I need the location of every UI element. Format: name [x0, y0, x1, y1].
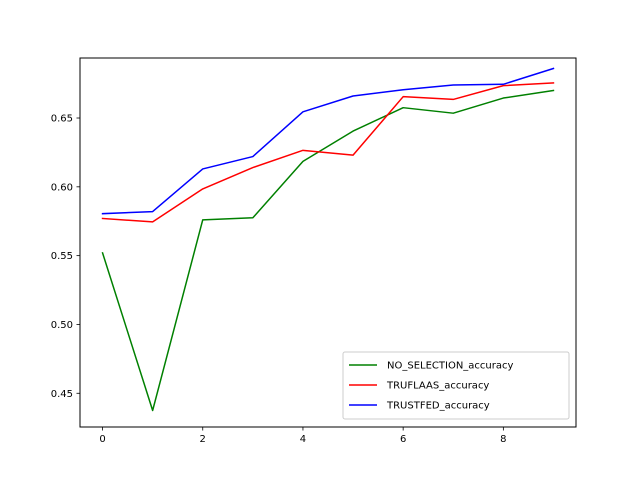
series-line-trustfed-accuracy — [101, 67, 555, 215]
y-axis: 0.45 0.50 0.55 0.60 0.65 — [51, 114, 80, 400]
series-line-no-selection-accuracy — [101, 89, 555, 412]
legend-box — [342, 351, 570, 420]
y-tick-label: 0.65 — [51, 114, 73, 125]
y-tick-label: 0.60 — [51, 182, 73, 193]
plot-series — [101, 67, 555, 412]
x-tick-label: 6 — [400, 434, 406, 445]
x-tick-label: 8 — [500, 434, 506, 445]
plot-area-frame — [79, 57, 577, 428]
y-tick-label: 0.55 — [51, 251, 73, 262]
series-line-truflaas-accuracy — [101, 82, 555, 223]
y-tick-label: 0.50 — [51, 320, 73, 331]
x-tick-label: 0 — [99, 434, 105, 445]
legend-label: TRUSTFED_accuracy — [386, 401, 490, 412]
y-tick-label: 0.45 — [51, 389, 73, 400]
legend: NO_SELECTION_accuracy TRUFLAAS_accuracy TR… — [342, 351, 570, 420]
x-tick-label: 4 — [300, 434, 306, 445]
x-tick-label: 2 — [200, 434, 206, 445]
legend-label: TRUFLAAS_accuracy — [386, 381, 489, 392]
x-axis: 0 2 4 6 8 — [99, 427, 507, 445]
legend-label: NO_SELECTION_accuracy — [387, 361, 513, 372]
